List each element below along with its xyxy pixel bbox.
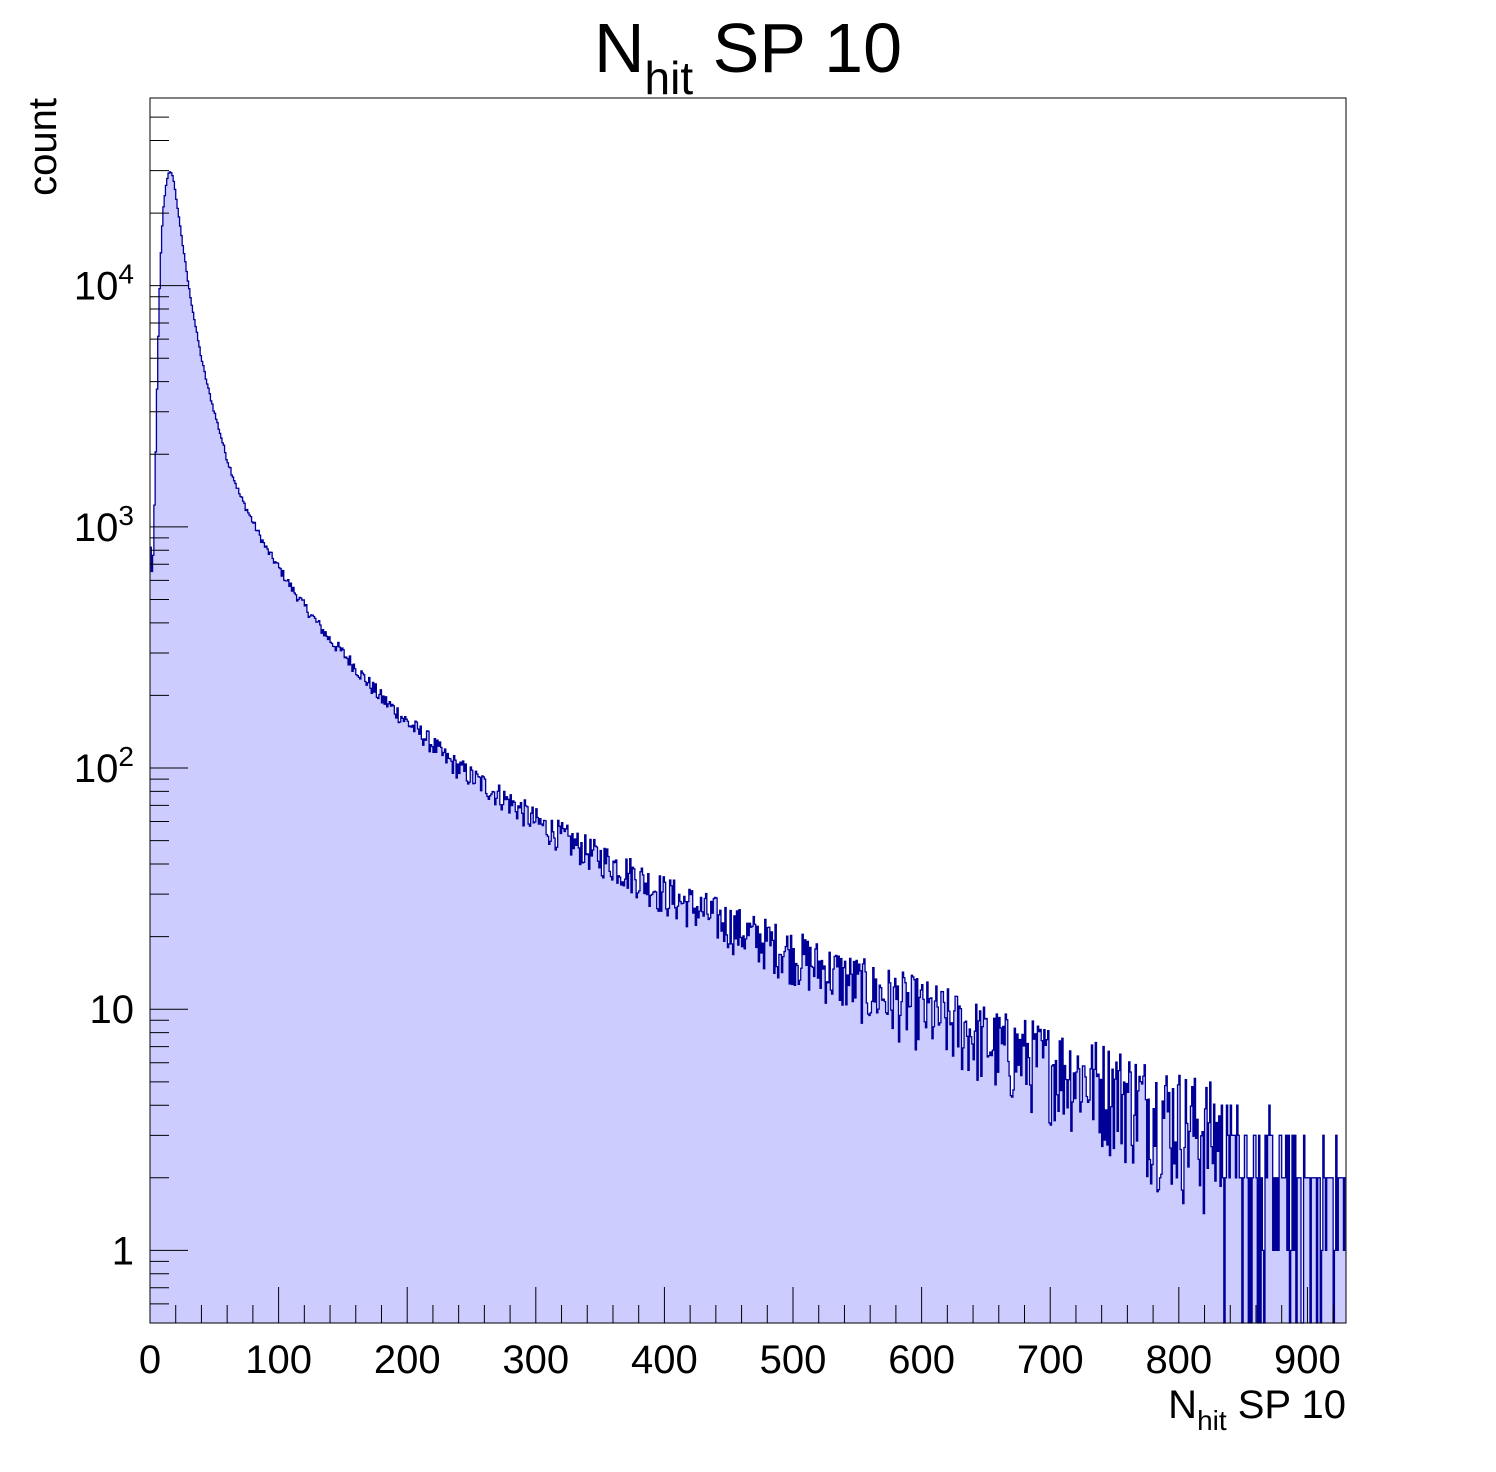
chart-title-main: N bbox=[594, 9, 645, 87]
plot-frame bbox=[149, 97, 1347, 1324]
x-tick-label: 500 bbox=[760, 1338, 827, 1382]
histogram-outline bbox=[150, 171, 1346, 1324]
y-tick-label: 104 bbox=[74, 259, 134, 309]
x-tick-label: 200 bbox=[374, 1338, 441, 1382]
x-tick-label: 900 bbox=[1274, 1338, 1341, 1382]
x-axis-tick-labels: 0 100 200 300 400 500 600 700 800 900 bbox=[139, 1338, 1341, 1382]
y-axis-ticks bbox=[150, 97, 188, 1324]
chart-title: Nhit SP 10 bbox=[594, 9, 902, 104]
chart-title-rest: SP 10 bbox=[693, 9, 902, 87]
x-tick-label: 700 bbox=[1017, 1338, 1084, 1382]
x-tick-label: 600 bbox=[888, 1338, 955, 1382]
x-tick-label: 800 bbox=[1145, 1338, 1212, 1382]
y-axis-tick-labels: 1 10 102 103 104 bbox=[74, 259, 134, 1274]
y-tick-label: 103 bbox=[74, 500, 134, 550]
x-axis-label-sub: hit bbox=[1197, 1405, 1227, 1436]
x-axis-label-rest: SP 10 bbox=[1227, 1383, 1346, 1427]
y-tick-label: 1 bbox=[112, 1229, 134, 1273]
y-tick-label: 10 bbox=[90, 988, 135, 1032]
x-tick-label: 300 bbox=[502, 1338, 569, 1382]
x-axis-ticks bbox=[149, 1287, 1334, 1323]
histogram-fill bbox=[150, 171, 1346, 1323]
chart-title-sub: hit bbox=[645, 52, 694, 104]
x-tick-label: 100 bbox=[245, 1338, 312, 1382]
y-tick-label: 102 bbox=[74, 741, 134, 791]
y-axis-label: count bbox=[21, 98, 65, 196]
x-axis-label: Nhit SP 10 bbox=[1168, 1383, 1346, 1436]
x-tick-label: 0 bbox=[139, 1338, 161, 1382]
x-tick-label: 400 bbox=[631, 1338, 698, 1382]
x-axis-label-main: N bbox=[1168, 1383, 1197, 1427]
